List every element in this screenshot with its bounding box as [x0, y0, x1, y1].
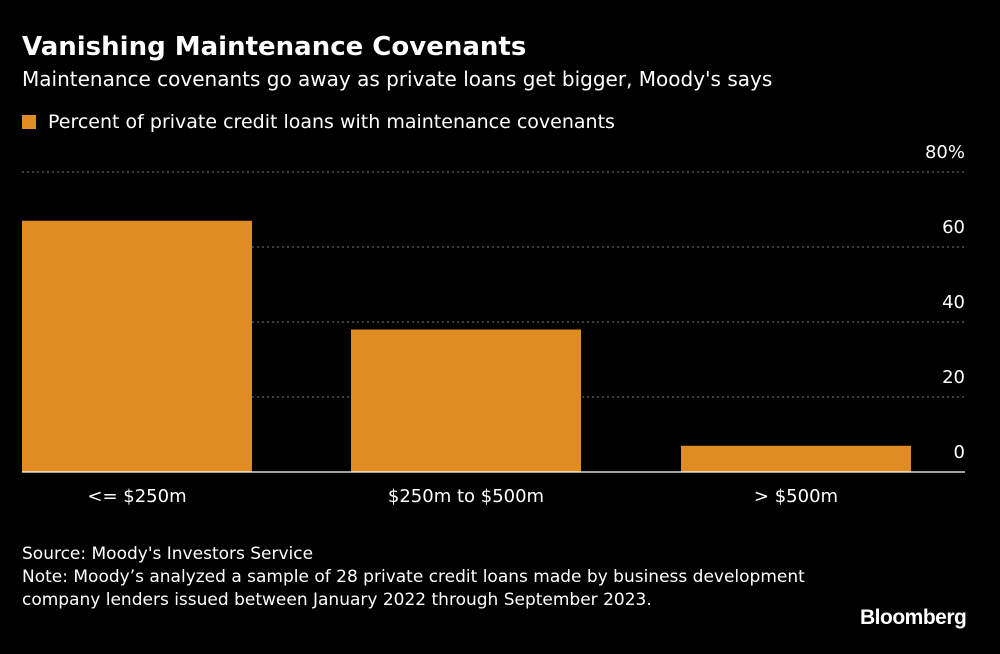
x-axis-ticks: <= $250m $250m to $500m > $500m — [87, 486, 838, 507]
chart-title: Vanishing Maintenance Covenants — [22, 32, 527, 62]
legend: Percent of private credit loans with mai… — [22, 110, 615, 134]
bar — [351, 329, 581, 472]
bars — [22, 220, 911, 472]
x-tick-label: > $500m — [754, 486, 838, 507]
legend-label: Percent of private credit loans with mai… — [48, 111, 615, 133]
bar — [681, 445, 911, 472]
bloomberg-logo: Bloomberg — [860, 606, 967, 629]
x-tick-label: <= $250m — [87, 486, 186, 507]
bar — [22, 220, 252, 472]
legend-swatch — [22, 115, 36, 129]
y-tick-label: 0 — [954, 442, 965, 463]
bar-chart: 0 20 40 60 80% <= $250m $250m to $500m > $500m — [22, 142, 965, 507]
y-tick-label: 20 — [942, 367, 965, 388]
y-tick-label: 60 — [942, 217, 965, 238]
x-tick-label: $250m to $500m — [388, 486, 544, 507]
y-tick-label: 80% — [925, 142, 965, 163]
y-tick-label: 40 — [942, 292, 965, 313]
chart-subtitle: Maintenance covenants go away as private… — [22, 67, 773, 91]
y-axis-ticks: 0 20 40 60 80% — [925, 142, 965, 463]
source-note: Source: Moody's Investors Service — [22, 544, 314, 564]
methodology-note: Note: Moody’s analyzed a sample of 28 pr… — [22, 567, 805, 610]
